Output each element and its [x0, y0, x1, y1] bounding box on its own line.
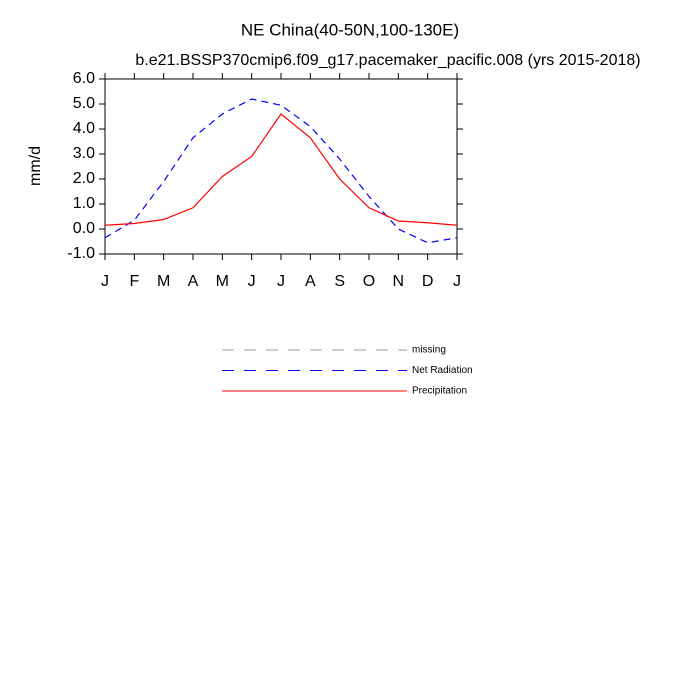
x-tick-label: S [334, 273, 345, 290]
y-tick-label: 3.0 [73, 145, 95, 162]
y-tick-label: 0.0 [73, 220, 95, 237]
x-tick-label: J [248, 273, 256, 290]
x-tick-label: M [157, 273, 170, 290]
y-tick-label: 5.0 [73, 95, 95, 112]
x-tick-label: D [422, 273, 434, 290]
y-tick-label: 2.0 [73, 170, 95, 187]
chart-title: NE China(40-50N,100-130E) [241, 20, 459, 39]
plot-frame [104, 78, 458, 255]
legend-label: missing [412, 345, 446, 356]
x-tick-label: J [453, 273, 461, 290]
y-axis-label: mm/d [27, 146, 44, 186]
legend-label: Net Radiation [412, 365, 473, 376]
y-tick-label: -1.0 [67, 245, 95, 262]
legend-label: Precipitation [412, 386, 467, 397]
x-tick-label: A [305, 273, 316, 290]
data-line [104, 113, 458, 226]
y-tick-label: 4.0 [73, 120, 95, 137]
x-tick-label: J [101, 273, 109, 290]
chart-subtitle: b.e21.BSSP370cmip6.f09_g17.pacemaker_pac… [135, 52, 640, 69]
y-tick-label: 6.0 [73, 70, 95, 87]
x-tick-label: A [188, 273, 199, 290]
x-tick-label: M [216, 273, 229, 290]
x-tick-label: N [393, 273, 405, 290]
x-tick-label: O [363, 273, 375, 290]
x-tick-label: F [129, 273, 139, 290]
y-tick-label: 1.0 [73, 195, 95, 212]
x-tick-label: J [277, 273, 285, 290]
